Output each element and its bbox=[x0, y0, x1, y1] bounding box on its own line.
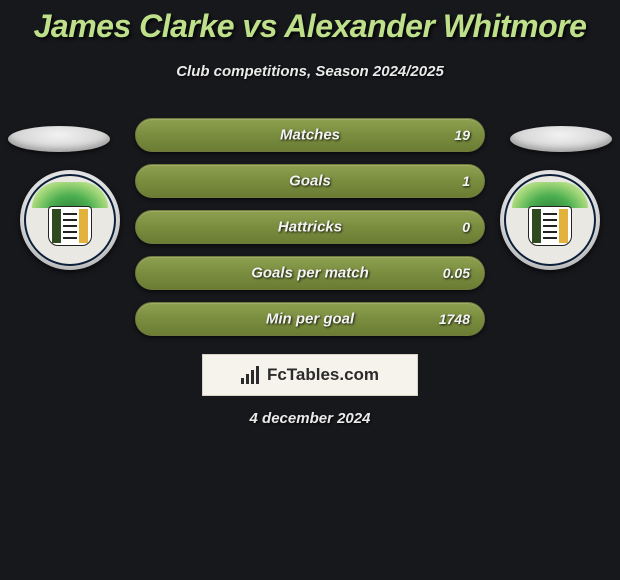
club-badge-left bbox=[20, 170, 120, 270]
player-right-oval bbox=[510, 126, 612, 152]
stat-right: 1 bbox=[462, 173, 470, 189]
page-title: James Clarke vs Alexander Whitmore bbox=[0, 0, 620, 45]
stat-label: Goals per match bbox=[251, 265, 369, 282]
date-label: 4 december 2024 bbox=[0, 410, 620, 427]
comparison-panel: Matches 19 Goals 1 Hattricks 0 Goals per… bbox=[0, 118, 620, 348]
brand-watermark: FcTables.com bbox=[202, 354, 418, 396]
stat-label: Hattricks bbox=[278, 219, 342, 236]
stat-row: Hattricks 0 bbox=[135, 210, 485, 244]
stat-row: Matches 19 bbox=[135, 118, 485, 152]
stat-label: Goals bbox=[289, 173, 331, 190]
stat-right: 19 bbox=[454, 127, 470, 143]
club-badge-right bbox=[500, 170, 600, 270]
stat-right: 0.05 bbox=[443, 265, 470, 281]
stats-list: Matches 19 Goals 1 Hattricks 0 Goals per… bbox=[135, 118, 485, 348]
subtitle: Club competitions, Season 2024/2025 bbox=[0, 63, 620, 80]
brand-text: FcTables.com bbox=[267, 365, 379, 385]
stat-label: Min per goal bbox=[266, 311, 354, 328]
stat-row: Min per goal 1748 bbox=[135, 302, 485, 336]
stat-right: 0 bbox=[462, 219, 470, 235]
stat-right: 1748 bbox=[439, 311, 470, 327]
bar-chart-icon bbox=[241, 366, 263, 384]
stat-row: Goals per match 0.05 bbox=[135, 256, 485, 290]
stat-row: Goals 1 bbox=[135, 164, 485, 198]
stat-label: Matches bbox=[280, 127, 340, 144]
player-left-oval bbox=[8, 126, 110, 152]
